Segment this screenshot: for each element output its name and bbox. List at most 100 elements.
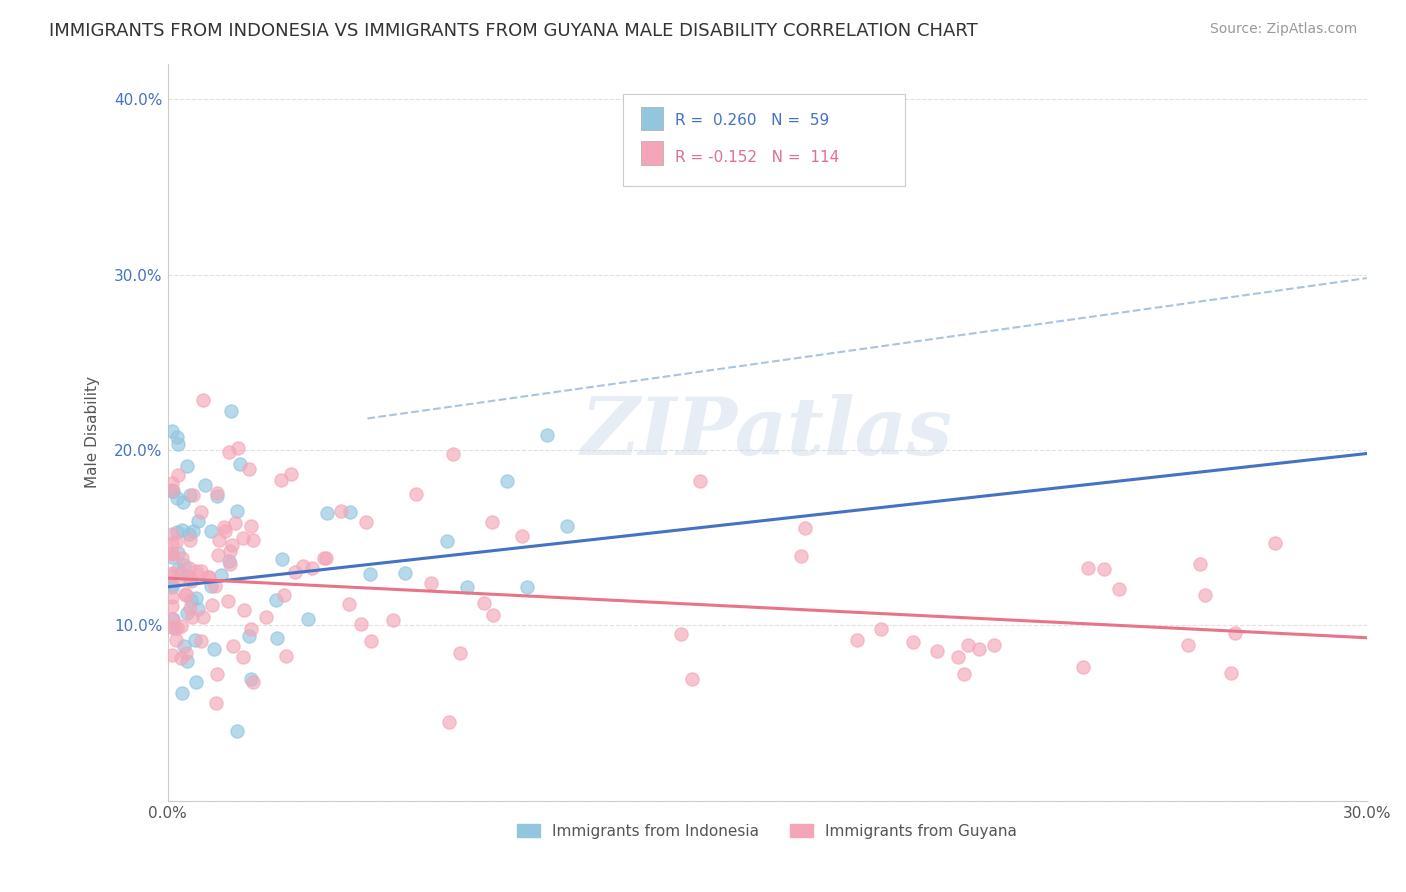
Point bbox=[481, 607, 503, 622]
Point bbox=[194, 478, 217, 492]
Legend: Immigrants from Indonesia, Immigrants from Guyana: Immigrants from Indonesia, Immigrants fr… bbox=[512, 818, 1024, 845]
Point bbox=[420, 576, 443, 591]
Point bbox=[170, 686, 193, 700]
Point bbox=[208, 533, 231, 547]
Point bbox=[190, 505, 212, 519]
Point bbox=[242, 533, 264, 547]
Point bbox=[1108, 582, 1130, 596]
Point bbox=[179, 561, 201, 575]
Point bbox=[232, 531, 254, 545]
Point bbox=[160, 648, 183, 662]
Point bbox=[953, 667, 976, 681]
Point bbox=[274, 648, 297, 663]
Point bbox=[226, 442, 249, 456]
Point bbox=[162, 483, 184, 498]
Point bbox=[449, 646, 471, 660]
Point bbox=[167, 546, 190, 560]
Point bbox=[187, 514, 209, 528]
Point bbox=[1071, 659, 1094, 673]
Point bbox=[160, 536, 183, 550]
Point bbox=[165, 633, 187, 648]
Point bbox=[226, 723, 249, 738]
Point bbox=[681, 672, 703, 686]
Point bbox=[179, 572, 201, 586]
Point bbox=[270, 552, 292, 566]
Point bbox=[1189, 557, 1212, 571]
Point bbox=[160, 550, 183, 565]
Point bbox=[173, 640, 195, 654]
Point bbox=[205, 666, 228, 681]
Point bbox=[207, 489, 229, 503]
Point bbox=[218, 444, 240, 458]
Point bbox=[180, 574, 202, 589]
Point bbox=[167, 437, 190, 451]
Point bbox=[186, 564, 208, 578]
Point bbox=[187, 602, 209, 616]
Point bbox=[983, 638, 1005, 652]
Point bbox=[200, 579, 222, 593]
Point bbox=[166, 525, 188, 540]
Point bbox=[264, 593, 287, 607]
Point bbox=[242, 675, 264, 690]
Point bbox=[160, 484, 183, 499]
Point bbox=[160, 599, 183, 613]
Point bbox=[184, 632, 207, 647]
Point bbox=[225, 504, 247, 518]
Point bbox=[221, 403, 243, 417]
Point bbox=[193, 610, 215, 624]
Point bbox=[405, 487, 427, 501]
Point bbox=[536, 428, 558, 442]
Point bbox=[160, 612, 183, 626]
Point bbox=[191, 393, 214, 408]
Point bbox=[273, 588, 295, 602]
Point bbox=[394, 566, 416, 580]
Point bbox=[297, 612, 319, 626]
Point bbox=[176, 606, 198, 620]
Point bbox=[946, 650, 969, 665]
Point bbox=[456, 580, 478, 594]
Point bbox=[441, 447, 464, 461]
Point bbox=[689, 474, 711, 488]
Point bbox=[337, 597, 360, 611]
Point bbox=[1092, 562, 1115, 576]
Point bbox=[163, 621, 186, 635]
Point bbox=[197, 570, 219, 584]
Point bbox=[181, 487, 204, 501]
Point bbox=[238, 629, 260, 643]
Point bbox=[1177, 638, 1199, 652]
Point bbox=[219, 558, 242, 572]
Point bbox=[184, 591, 207, 606]
Point bbox=[314, 550, 336, 565]
Point bbox=[170, 550, 193, 565]
Point bbox=[846, 633, 869, 648]
Point bbox=[169, 566, 191, 580]
Point bbox=[170, 523, 193, 537]
Bar bbox=[641, 141, 662, 165]
Y-axis label: Male Disability: Male Disability bbox=[86, 376, 100, 489]
Point bbox=[212, 519, 235, 533]
Point bbox=[315, 551, 337, 566]
Point bbox=[232, 603, 254, 617]
Point bbox=[671, 627, 693, 641]
Point bbox=[316, 507, 339, 521]
Point bbox=[292, 558, 315, 573]
Point bbox=[165, 534, 187, 549]
Point bbox=[239, 519, 262, 533]
Point bbox=[510, 529, 533, 543]
Text: R = -0.152   N =  114: R = -0.152 N = 114 bbox=[675, 150, 839, 165]
Point bbox=[209, 568, 232, 582]
Point bbox=[160, 424, 183, 438]
Point bbox=[214, 524, 236, 538]
Point bbox=[160, 527, 183, 541]
Point bbox=[270, 473, 292, 487]
Point bbox=[166, 573, 188, 587]
Point bbox=[301, 560, 323, 574]
Point bbox=[222, 639, 245, 653]
Point bbox=[339, 505, 361, 519]
Point bbox=[229, 457, 252, 471]
Point bbox=[472, 596, 495, 610]
Point bbox=[436, 533, 458, 548]
Point bbox=[160, 590, 183, 604]
Point bbox=[869, 623, 891, 637]
Point bbox=[167, 562, 190, 576]
